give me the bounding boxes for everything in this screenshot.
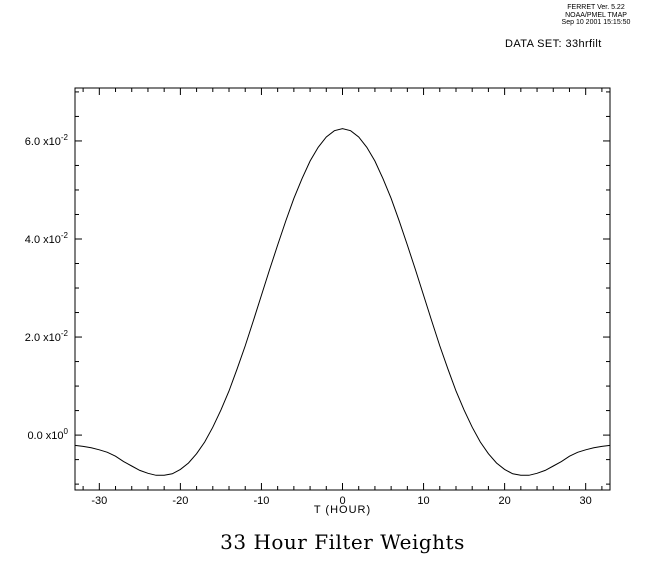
chart-title: 33 Hour Filter Weights bbox=[220, 530, 465, 554]
x-tick-label: 30 bbox=[580, 495, 592, 507]
x-tick-label: -20 bbox=[172, 495, 188, 507]
ferret-version-line: FERRET Ver. 5.22 bbox=[567, 4, 625, 11]
x-axis-label: T (HOUR) bbox=[313, 504, 372, 516]
plot-frame bbox=[74, 87, 611, 491]
x-tick-label: 10 bbox=[417, 495, 429, 507]
y-tick-label: 4.0 x10-2 bbox=[25, 231, 69, 246]
ferret-org-line: NOAA/PMEL TMAP bbox=[565, 11, 627, 19]
ferret-timestamp-line: Sep 10 2001 15:15:50 bbox=[561, 19, 631, 27]
dataset-label: DATA SET: 33hrfilt bbox=[505, 38, 602, 50]
ferret-version-header: FERRET Ver. 5.22 NOAA/PMEL TMAP Sep 10 2… bbox=[531, 4, 661, 27]
x-tick-label: -30 bbox=[91, 495, 107, 507]
y-tick-label: 6.0 x10-2 bbox=[25, 133, 69, 148]
x-tick-label: -10 bbox=[253, 495, 269, 507]
filter-weights-curve bbox=[74, 128, 611, 476]
y-tick-label: 2.0 x10-2 bbox=[25, 329, 69, 344]
x-tick-label: 0 bbox=[339, 495, 345, 507]
x-tick-label: 20 bbox=[498, 495, 510, 507]
y-tick-label: 0.0 x100 bbox=[27, 427, 68, 442]
